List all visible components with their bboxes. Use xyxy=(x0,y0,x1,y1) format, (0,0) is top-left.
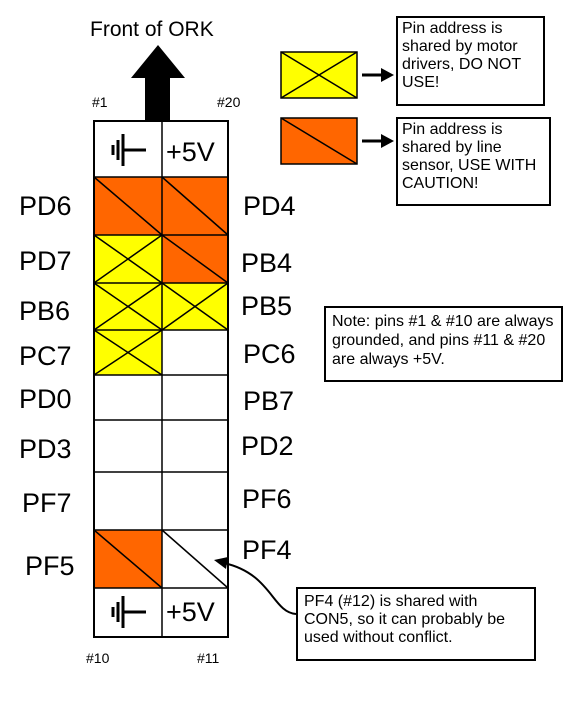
ground-icon xyxy=(111,596,146,628)
pin-cell-right-1-diag xyxy=(161,176,229,236)
pin-label-pb7: PB7 xyxy=(243,386,295,416)
pin-label-bottom-right: #11 xyxy=(197,650,220,666)
note-box: Note: pins #1 & #10 are always grounded,… xyxy=(324,306,563,382)
legend-motor-arrow-icon xyxy=(381,68,394,82)
pin-label-pf5: PF5 xyxy=(25,551,75,581)
pin-label-pf6: PF6 xyxy=(242,484,292,514)
pin-cell-left-1-diag xyxy=(93,176,163,236)
vcc-label-bottom: +5V xyxy=(166,597,215,627)
pin-cell-left-8-diag xyxy=(93,529,163,589)
callout-arrow xyxy=(223,562,297,615)
legend-sensor-diag xyxy=(280,117,358,165)
pin-label-bottom-left: #10 xyxy=(86,650,110,666)
pin-label-top-right: #20 xyxy=(217,94,241,110)
legend-motor-text: Pin address is shared by motor drivers, … xyxy=(396,16,545,106)
pin-label-pd7: PD7 xyxy=(19,246,72,276)
pin-label-pd2: PD2 xyxy=(241,431,294,461)
front-arrow-icon xyxy=(131,45,185,121)
pin-cell-left-4-diag-b xyxy=(93,329,163,376)
pin-cell-right-2-diag xyxy=(161,234,229,284)
pin-label-pd3: PD3 xyxy=(19,434,72,464)
diagram-title: Front of ORK xyxy=(90,18,214,41)
pin-label-pd4: PD4 xyxy=(243,191,296,221)
legend-sensor-text: Pin address is shared by line sensor, US… xyxy=(396,117,551,206)
pin-label-pd0: PD0 xyxy=(19,384,72,414)
ground-icon xyxy=(111,134,146,166)
pin-cell-left-2-diag-b xyxy=(93,234,163,284)
connector-border xyxy=(93,120,229,638)
pin-label-pb5: PB5 xyxy=(241,291,293,321)
pin-cell-right-3-diag-b xyxy=(161,282,229,331)
pin-label-pc6: PC6 xyxy=(243,339,296,369)
pin-label-pb4: PB4 xyxy=(241,248,293,278)
legend-motor-diag-b xyxy=(280,51,358,99)
pin-label-pd6: PD6 xyxy=(19,191,72,221)
legend-sensor-arrow-icon xyxy=(381,134,394,148)
pin-label-pf4: PF4 xyxy=(242,535,292,565)
callout-box: PF4 (#12) is shared with CON5, so it can… xyxy=(296,587,536,661)
pin-label-pc7: PC7 xyxy=(19,341,72,371)
vcc-label-top: +5V xyxy=(166,137,215,167)
callout-arrow-head-icon xyxy=(214,557,228,569)
pin-cell-right-8-diag xyxy=(161,529,229,589)
pin-cell-left-3-diag-b xyxy=(93,282,163,331)
pin-label-pf7: PF7 xyxy=(22,488,72,518)
pin-label-top-left: #1 xyxy=(92,94,108,110)
pin-label-pb6: PB6 xyxy=(19,296,71,326)
